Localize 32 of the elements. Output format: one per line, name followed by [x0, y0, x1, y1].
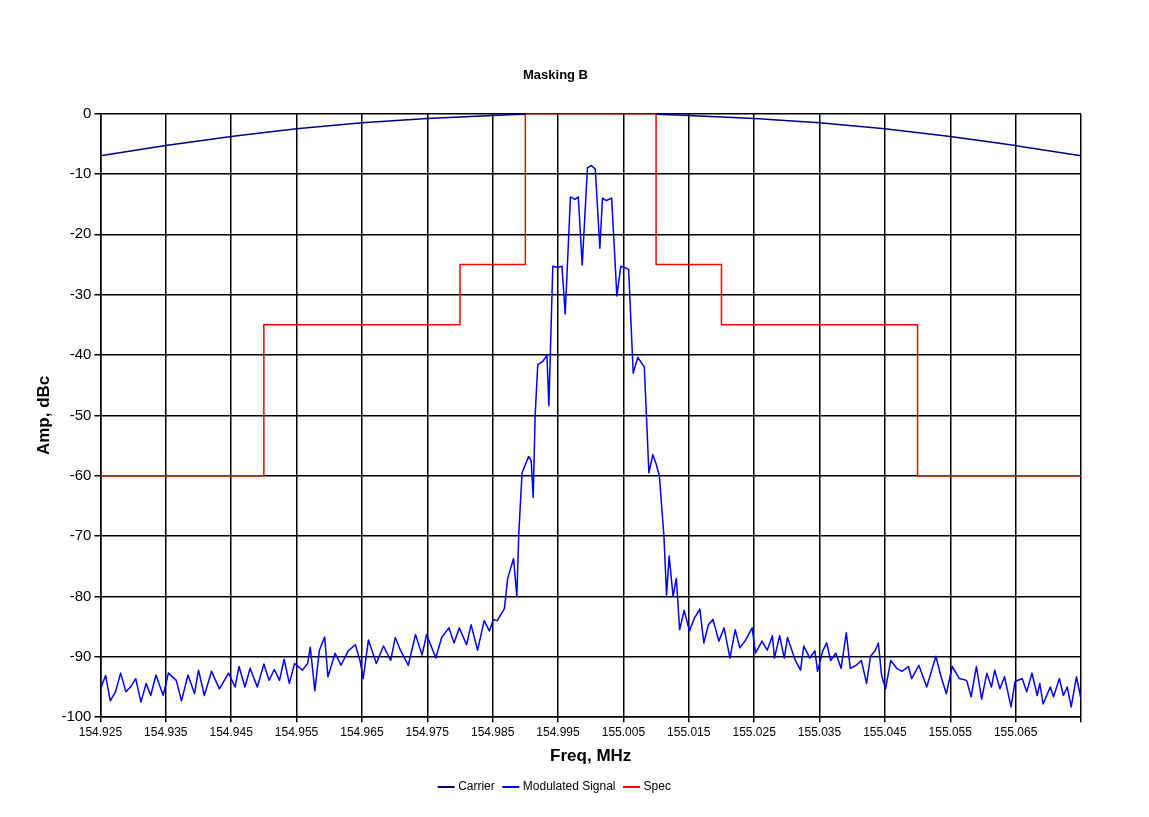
y-tick-label: -30 — [69, 284, 92, 302]
x-tick-label: 154.985 — [470, 724, 515, 739]
x-tick-label: 155.045 — [863, 724, 907, 739]
x-axis-title: Freq, MHz — [550, 746, 632, 766]
x-tick-label: 154.995 — [536, 724, 581, 739]
chart-title: Masking B — [522, 67, 589, 83]
x-tick-label: 154.955 — [274, 724, 319, 739]
legend-label: Spec — [643, 779, 671, 794]
y-tick-label: -100 — [61, 707, 92, 725]
y-tick-label: -90 — [69, 646, 92, 664]
x-tick-label: 154.975 — [405, 724, 450, 739]
y-tick-label: -80 — [69, 586, 92, 604]
legend-label: Modulated Signal — [522, 779, 616, 794]
y-tick-label: -50 — [69, 405, 92, 423]
y-tick-label: -10 — [69, 164, 92, 182]
x-tick-label: 155.065 — [993, 724, 1038, 739]
x-tick-label: 154.965 — [340, 724, 384, 739]
x-tick-label: 155.015 — [667, 724, 711, 739]
x-tick-label: 154.925 — [78, 724, 123, 739]
y-tick-label: -70 — [69, 526, 92, 544]
x-tick-label: 155.035 — [797, 724, 842, 739]
y-tick-label: -20 — [69, 224, 92, 242]
y-tick-label: -40 — [69, 345, 92, 363]
legend-label: Carrier — [458, 779, 495, 794]
y-axis-title: Amp, dBc — [33, 375, 53, 456]
x-tick-label: 154.945 — [209, 724, 254, 739]
x-tick-label: 155.025 — [732, 724, 777, 739]
x-tick-label: 155.055 — [928, 724, 973, 739]
y-tick-label: 0 — [83, 103, 92, 121]
y-tick-label: -60 — [69, 465, 92, 483]
x-tick-label: 154.935 — [144, 724, 188, 739]
x-tick-label: 155.005 — [601, 724, 646, 739]
